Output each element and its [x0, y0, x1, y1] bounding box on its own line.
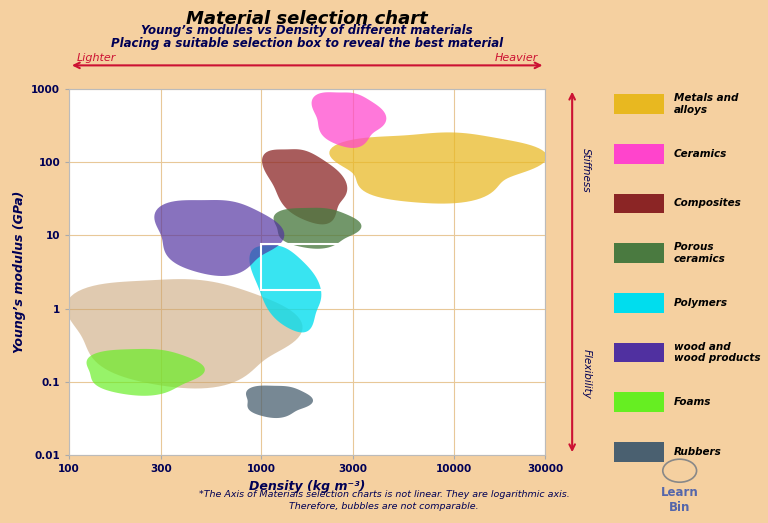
Y-axis label: Young’s modulus (GPa): Young’s modulus (GPa) — [12, 191, 25, 353]
Text: Porous
ceramics: Porous ceramics — [674, 242, 725, 264]
Text: Stiffness: Stiffness — [581, 147, 591, 192]
Polygon shape — [66, 279, 303, 389]
Text: Placing a suitable selection box to reveal the best material: Placing a suitable selection box to reve… — [111, 37, 503, 50]
Text: Composites: Composites — [674, 198, 741, 209]
Text: Lighter: Lighter — [77, 53, 116, 63]
Bar — [261, 244, 341, 290]
Polygon shape — [262, 149, 347, 224]
Text: Rubbers: Rubbers — [674, 447, 721, 457]
Text: *The Axis of Materials selection charts is not linear. They are logarithmic axis: *The Axis of Materials selection charts … — [199, 491, 569, 499]
Polygon shape — [273, 208, 362, 249]
Text: Metals and
alloys: Metals and alloys — [674, 93, 738, 115]
Text: wood and
wood products: wood and wood products — [674, 342, 760, 363]
Text: Flexibility: Flexibility — [581, 349, 591, 399]
Polygon shape — [250, 245, 321, 333]
Text: Young’s modules vs Density of different materials: Young’s modules vs Density of different … — [141, 24, 473, 37]
Text: Ceramics: Ceramics — [674, 149, 727, 159]
Polygon shape — [329, 132, 547, 203]
Polygon shape — [246, 385, 313, 418]
Text: Therefore, bubbles are not comparable.: Therefore, bubbles are not comparable. — [290, 503, 478, 511]
Text: Foams: Foams — [674, 397, 711, 407]
Polygon shape — [87, 349, 205, 396]
Polygon shape — [154, 200, 284, 276]
Text: Material selection chart: Material selection chart — [187, 10, 428, 28]
Text: Learn
Bin: Learn Bin — [660, 486, 699, 515]
Text: Heavier: Heavier — [495, 53, 538, 63]
X-axis label: Density (kg m⁻³): Density (kg m⁻³) — [249, 480, 366, 493]
Polygon shape — [312, 92, 386, 148]
Text: Polymers: Polymers — [674, 298, 727, 308]
